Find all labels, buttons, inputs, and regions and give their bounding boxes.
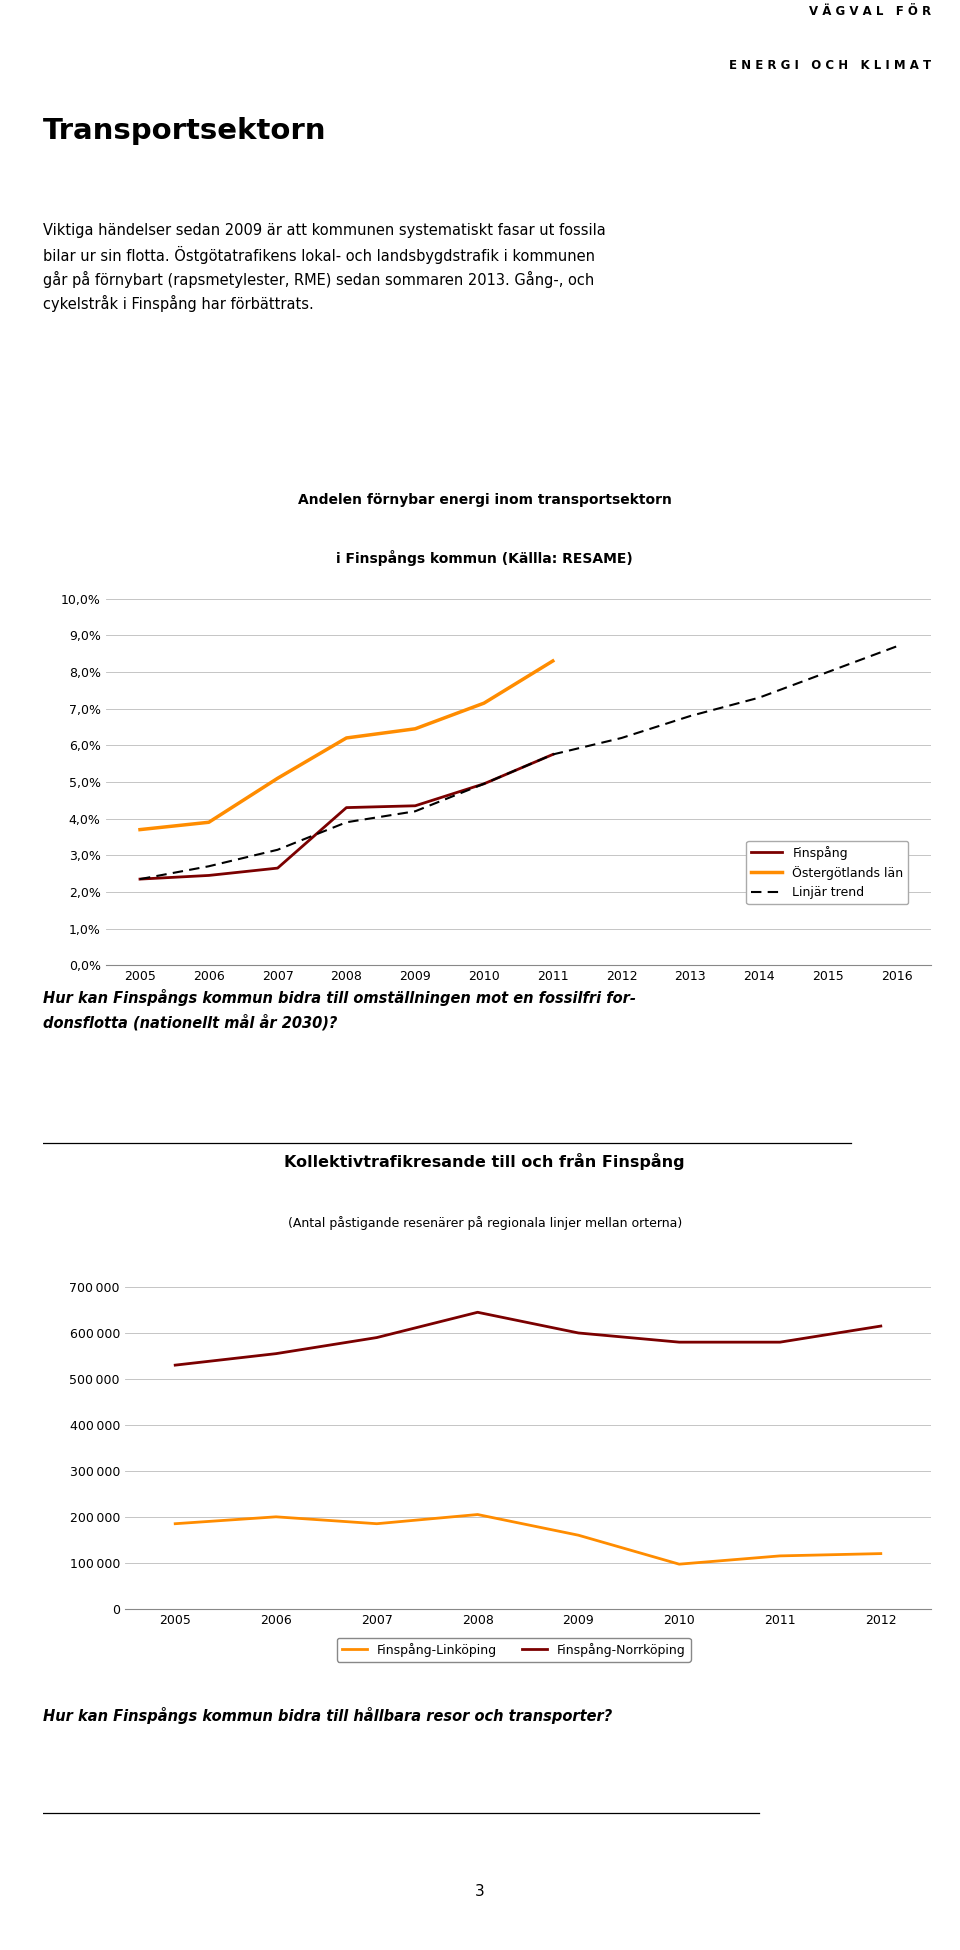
Text: Andelen förnybar energi inom transportsektorn: Andelen förnybar energi inom transportse… xyxy=(298,493,672,507)
Text: Kollektivtrafikresande till och från Finspång: Kollektivtrafikresande till och från Fin… xyxy=(284,1152,685,1170)
Text: V Ä G V A L   F Ö R: V Ä G V A L F Ö R xyxy=(809,6,931,18)
Text: i Finspångs kommun (Källla: RESAME): i Finspångs kommun (Källla: RESAME) xyxy=(336,550,634,566)
Legend: Finspång, Östergötlands län, Linjär trend: Finspång, Östergötlands län, Linjär tren… xyxy=(746,840,908,905)
Text: 3: 3 xyxy=(475,1884,485,1899)
Text: Transportsektorn: Transportsektorn xyxy=(43,117,326,144)
Text: Viktiga händelser sedan 2009 är att kommunen systematiskt fasar ut fossila
bilar: Viktiga händelser sedan 2009 är att komm… xyxy=(43,224,606,312)
Text: E N E R G I   O C H   K L I M A T: E N E R G I O C H K L I M A T xyxy=(729,58,931,72)
Text: (Antal påstigande resenärer på regionala linjer mellan orterna): (Antal påstigande resenärer på regionala… xyxy=(288,1217,682,1230)
Text: Hur kan Finspångs kommun bidra till hållbara resor och transporter?: Hur kan Finspångs kommun bidra till håll… xyxy=(43,1706,612,1724)
Legend: Finspång-Linköping, Finspång-Norrköping: Finspång-Linköping, Finspång-Norrköping xyxy=(337,1638,690,1661)
Text: Hur kan Finspångs kommun bidra till omställningen mot en fossilfri for-
donsflot: Hur kan Finspångs kommun bidra till omst… xyxy=(43,989,636,1032)
